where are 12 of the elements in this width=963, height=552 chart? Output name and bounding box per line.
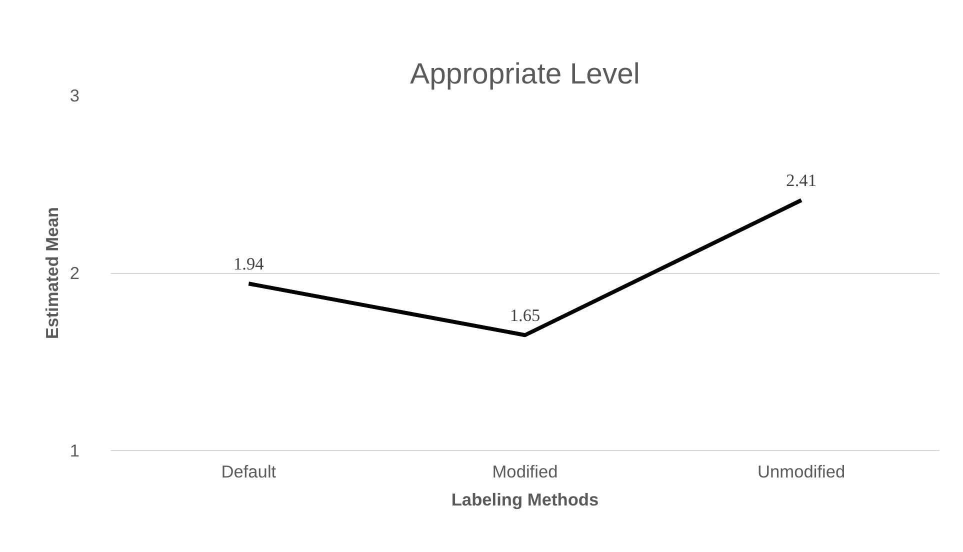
chart-title: Appropriate Level <box>410 58 640 90</box>
y-tick-label: 3 <box>70 86 80 106</box>
x-tick-label: Unmodified <box>758 462 846 482</box>
y-tick-label: 1 <box>70 440 80 460</box>
data-label: 1.65 <box>510 306 540 326</box>
y-axis-title: Estimated Mean <box>42 207 62 339</box>
data-label: 1.94 <box>234 254 264 274</box>
x-tick-label: Modified <box>492 462 558 482</box>
y-tick-label: 2 <box>70 263 80 283</box>
data-label: 2.41 <box>786 171 816 190</box>
x-axis-title: Labeling Methods <box>451 490 599 510</box>
x-tick-label: Default <box>221 462 276 482</box>
